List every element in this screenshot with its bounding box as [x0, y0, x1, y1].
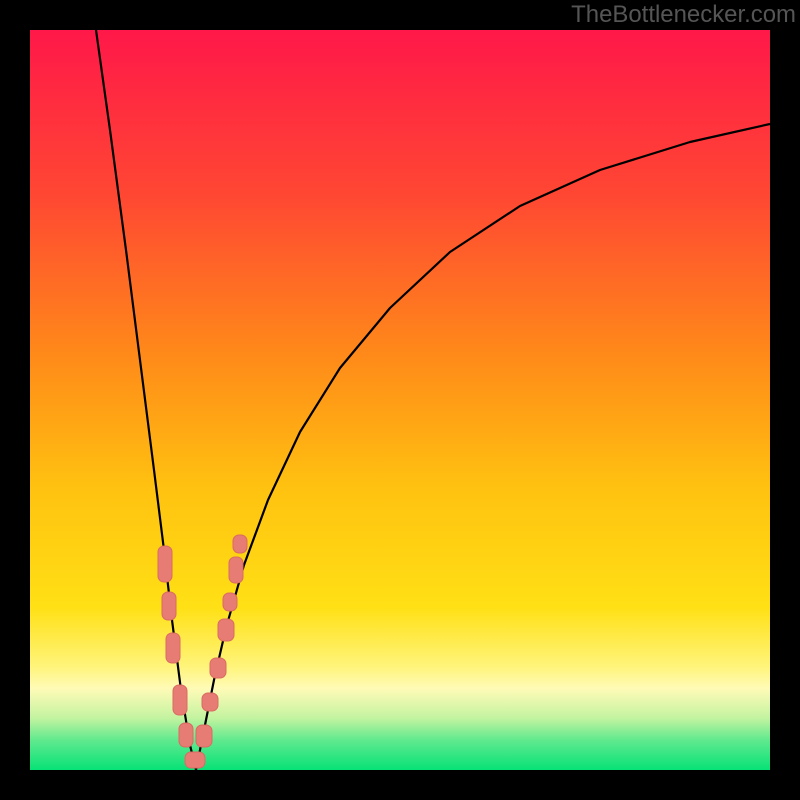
curve-marker	[229, 557, 243, 583]
curve-marker	[158, 546, 172, 582]
bottleneck-chart: TheBottlenecker.com	[0, 0, 800, 800]
plot-background	[30, 30, 770, 770]
watermark-text: TheBottlenecker.com	[571, 1, 796, 28]
curve-marker	[185, 752, 205, 768]
curve-marker	[166, 633, 180, 663]
curve-marker	[223, 593, 237, 611]
curve-marker	[202, 693, 218, 711]
curve-marker	[162, 592, 176, 620]
curve-marker	[179, 723, 193, 747]
curve-marker	[196, 725, 212, 747]
curve-marker	[233, 535, 247, 553]
curve-marker	[173, 685, 187, 715]
curve-marker	[218, 619, 234, 641]
curve-marker	[210, 658, 226, 678]
